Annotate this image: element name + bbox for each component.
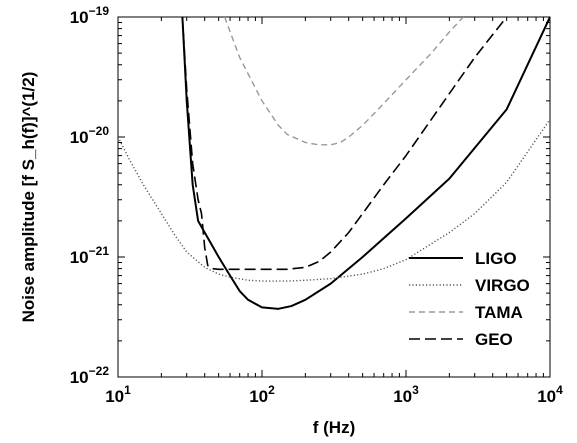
legend-label-tama: TAMA	[475, 303, 523, 322]
legend-label-geo: GEO	[475, 330, 513, 349]
y-tick-label: 10−19	[70, 4, 110, 27]
y-axis-label: Noise amplitude [f S_h(f)]^(1/2)	[19, 72, 38, 323]
y-tick-labels: 10−22 10−21 10−20 10−19	[70, 4, 110, 387]
x-tick-label: 102	[249, 383, 275, 406]
legend-label-ligo: LIGO	[475, 249, 517, 268]
axis-ticks	[117, 17, 550, 378]
y-tick-label: 10−21	[70, 244, 110, 267]
y-tick-label: 10−20	[70, 124, 110, 147]
x-tick-label: 101	[105, 383, 131, 406]
x-tick-label: 103	[393, 383, 419, 406]
series-line-tama	[223, 17, 464, 146]
plot-frame	[117, 16, 551, 378]
legend-label-virgo: VIRGO	[475, 276, 530, 295]
x-tick-label: 104	[537, 383, 563, 406]
series-line-virgo	[118, 119, 550, 282]
y-tick-label: 10−22	[70, 364, 110, 387]
legend: LIGO VIRGO TAMA GEO	[409, 249, 530, 349]
series-line-ligo	[181, 17, 550, 310]
series-line-geo	[181, 17, 508, 271]
x-axis-label: f (Hz)	[313, 418, 355, 437]
x-tick-labels: 101 102 103 104	[105, 383, 563, 406]
series-curves	[118, 17, 550, 310]
